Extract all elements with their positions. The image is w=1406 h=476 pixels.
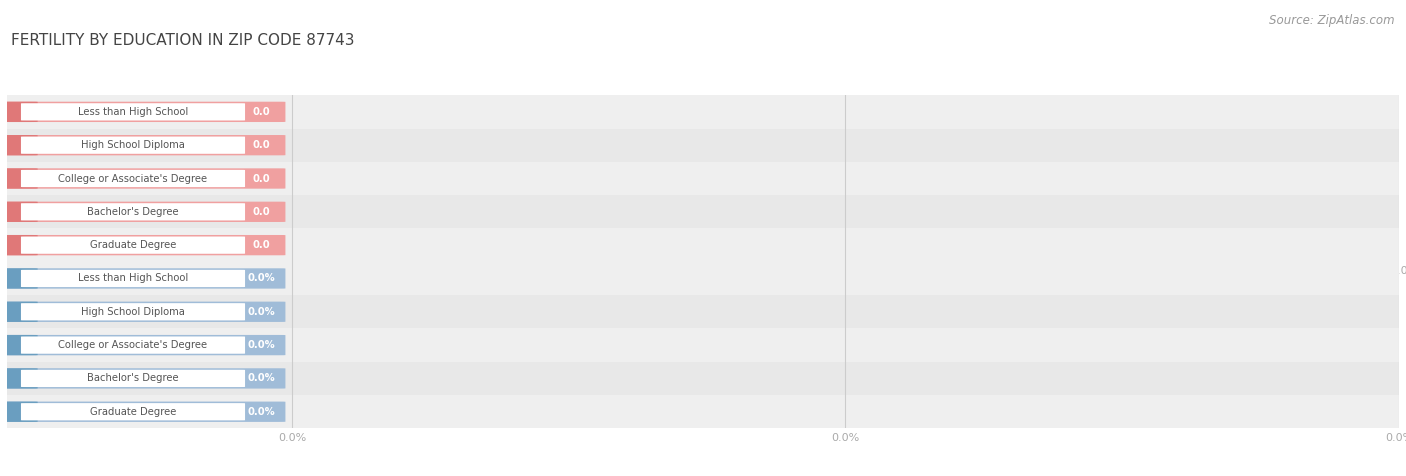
Text: 0.0%: 0.0% (247, 407, 276, 417)
Text: 0.0: 0.0 (253, 173, 270, 184)
Text: Graduate Degree: Graduate Degree (90, 407, 176, 417)
Text: High School Diploma: High School Diploma (82, 307, 186, 317)
Text: 0.0%: 0.0% (247, 307, 276, 317)
FancyBboxPatch shape (21, 237, 245, 254)
FancyBboxPatch shape (3, 335, 38, 355)
FancyBboxPatch shape (21, 137, 245, 154)
FancyBboxPatch shape (3, 169, 38, 188)
Bar (7, 129, 1399, 162)
Bar (7, 328, 1399, 362)
FancyBboxPatch shape (3, 135, 38, 155)
FancyBboxPatch shape (3, 169, 285, 188)
FancyBboxPatch shape (21, 103, 245, 120)
FancyBboxPatch shape (3, 135, 285, 155)
Bar (7, 195, 1399, 228)
Text: High School Diploma: High School Diploma (82, 140, 186, 150)
FancyBboxPatch shape (3, 368, 38, 388)
Bar (7, 228, 1399, 262)
FancyBboxPatch shape (21, 370, 245, 387)
FancyBboxPatch shape (3, 268, 38, 288)
Text: FERTILITY BY EDUCATION IN ZIP CODE 87743: FERTILITY BY EDUCATION IN ZIP CODE 87743 (11, 33, 354, 49)
Text: College or Associate's Degree: College or Associate's Degree (59, 340, 208, 350)
Bar (7, 395, 1399, 428)
FancyBboxPatch shape (3, 302, 285, 322)
FancyBboxPatch shape (3, 235, 38, 255)
Bar (7, 262, 1399, 295)
FancyBboxPatch shape (3, 402, 38, 422)
FancyBboxPatch shape (3, 335, 285, 355)
FancyBboxPatch shape (3, 302, 38, 322)
Text: 0.0%: 0.0% (247, 273, 276, 284)
Text: Less than High School: Less than High School (77, 107, 188, 117)
Bar (7, 295, 1399, 328)
Text: 0.0: 0.0 (253, 240, 270, 250)
FancyBboxPatch shape (3, 402, 285, 422)
FancyBboxPatch shape (21, 403, 245, 420)
Text: Bachelor's Degree: Bachelor's Degree (87, 373, 179, 384)
FancyBboxPatch shape (3, 102, 38, 122)
FancyBboxPatch shape (21, 303, 245, 320)
FancyBboxPatch shape (3, 202, 38, 222)
FancyBboxPatch shape (3, 235, 285, 255)
FancyBboxPatch shape (21, 337, 245, 354)
Text: 0.0%: 0.0% (247, 340, 276, 350)
Bar (7, 362, 1399, 395)
Text: Bachelor's Degree: Bachelor's Degree (87, 207, 179, 217)
Text: Graduate Degree: Graduate Degree (90, 240, 176, 250)
Bar (7, 95, 1399, 129)
FancyBboxPatch shape (3, 368, 285, 388)
Text: Less than High School: Less than High School (77, 273, 188, 284)
Text: 0.0: 0.0 (253, 207, 270, 217)
Text: Source: ZipAtlas.com: Source: ZipAtlas.com (1270, 14, 1395, 27)
FancyBboxPatch shape (3, 268, 285, 288)
FancyBboxPatch shape (21, 170, 245, 187)
FancyBboxPatch shape (21, 203, 245, 220)
FancyBboxPatch shape (3, 202, 285, 222)
Text: College or Associate's Degree: College or Associate's Degree (59, 173, 208, 184)
FancyBboxPatch shape (21, 270, 245, 287)
Text: 0.0: 0.0 (253, 107, 270, 117)
Bar (7, 162, 1399, 195)
Text: 0.0%: 0.0% (247, 373, 276, 384)
Text: 0.0: 0.0 (253, 140, 270, 150)
FancyBboxPatch shape (3, 102, 285, 122)
